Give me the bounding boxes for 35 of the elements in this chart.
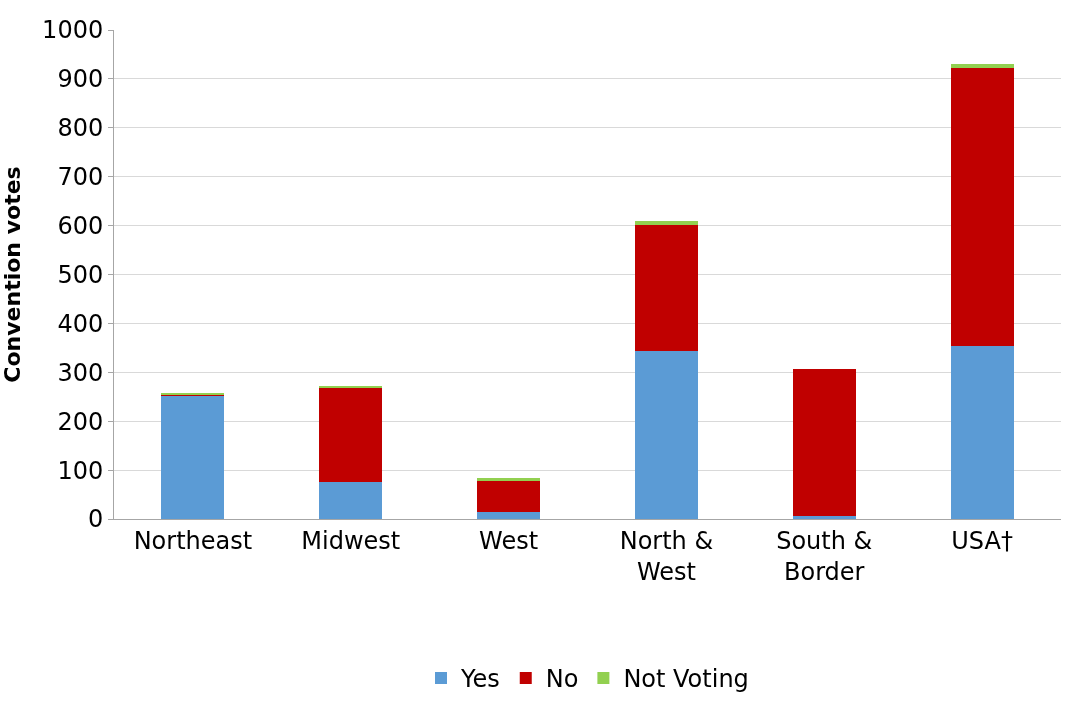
y-tick-label: 600 bbox=[57, 212, 104, 240]
x-tick-label: Northeast bbox=[133, 526, 253, 555]
bar bbox=[161, 395, 225, 519]
bar bbox=[319, 481, 383, 519]
y-tick-label: 700 bbox=[57, 163, 104, 192]
bar bbox=[319, 387, 383, 482]
bar bbox=[477, 480, 541, 512]
bar bbox=[950, 345, 1014, 519]
bar bbox=[634, 220, 698, 225]
x-tick-label: West bbox=[479, 526, 539, 555]
bar bbox=[792, 368, 856, 517]
y-tick-label: 100 bbox=[57, 456, 104, 485]
bar bbox=[634, 224, 698, 352]
x-tick-label: South & Border bbox=[776, 526, 873, 586]
y-tick-label: 1000 bbox=[42, 16, 104, 45]
y-tick-label: 800 bbox=[57, 114, 104, 143]
y-axis-title: Convention votes bbox=[0, 166, 25, 383]
y-tick-label: 200 bbox=[57, 407, 104, 436]
y-tick-label: 300 bbox=[57, 358, 104, 387]
x-tick-label: USA† bbox=[951, 526, 1013, 555]
bar bbox=[477, 511, 541, 519]
bar bbox=[950, 63, 1014, 69]
legend-label: No bbox=[545, 665, 579, 694]
bar bbox=[477, 478, 541, 481]
legend-label: Yes bbox=[460, 665, 500, 694]
x-tick-label: North & West bbox=[619, 526, 714, 586]
bar bbox=[950, 68, 1014, 346]
x-tick-label: Midwest bbox=[301, 526, 401, 555]
bar bbox=[792, 516, 856, 519]
y-tick-label: 900 bbox=[57, 65, 104, 94]
bar bbox=[634, 351, 698, 519]
legend-label: Not Voting bbox=[623, 665, 749, 694]
y-tick-label: 500 bbox=[57, 260, 104, 289]
y-tick-label: 0 bbox=[87, 505, 104, 534]
y-tick-label: 400 bbox=[57, 309, 104, 338]
